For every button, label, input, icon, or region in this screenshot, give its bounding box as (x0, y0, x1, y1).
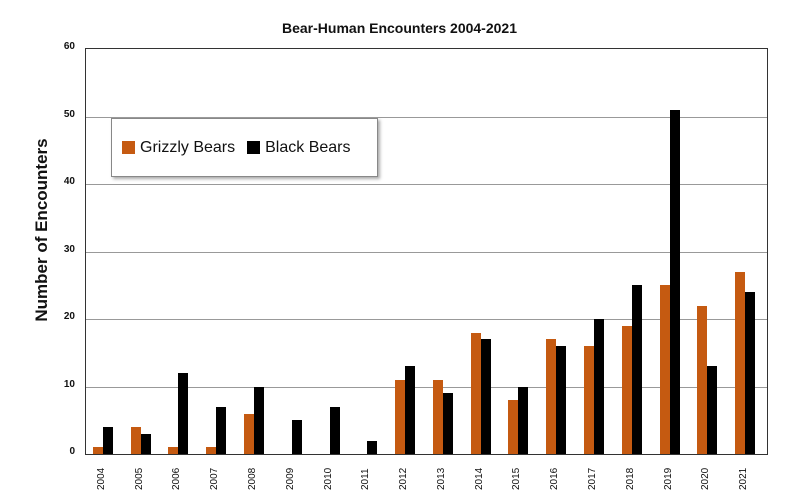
legend-label-black: Black Bears (265, 138, 351, 156)
gridline (86, 116, 767, 118)
bar-black-2009 (291, 420, 302, 454)
chart-title: Bear-Human Encounters 2004-2021 (282, 20, 517, 36)
gridline (86, 251, 767, 253)
gridline (86, 319, 767, 320)
bar-grizzly-2014 (470, 332, 481, 454)
grizzly-swatch (122, 141, 135, 154)
x-tick-label: 2007 (209, 467, 221, 490)
bar-grizzly-2021 (735, 271, 746, 454)
bar-grizzly-2013 (432, 379, 443, 454)
x-tick-label: 2019 (662, 467, 674, 490)
x-tick-label: 2014 (473, 467, 485, 490)
bar-grizzly-2008 (244, 413, 254, 454)
bar-grizzly-2017 (584, 346, 594, 454)
bar-grizzly-2007 (206, 447, 217, 454)
gridline (86, 386, 767, 388)
bar-grizzly-2015 (508, 400, 519, 454)
bar-black-2010 (329, 406, 340, 454)
bar-black-2016 (556, 346, 567, 454)
x-tick-label: 2018 (624, 467, 636, 490)
x-tick-label: 2012 (398, 467, 410, 490)
bar-black-2017 (594, 319, 604, 454)
black-swatch (247, 141, 261, 154)
x-tick-label: 2008 (247, 467, 258, 490)
x-tick-label: 2017 (587, 467, 598, 490)
y-tick-label: 30 (63, 243, 75, 255)
x-tick-label: 2009 (284, 467, 296, 490)
x-tick-label: 2016 (549, 467, 561, 490)
x-tick-label: 2006 (171, 467, 183, 490)
bar-grizzly-2019 (659, 285, 670, 454)
bar-black-2018 (631, 285, 642, 454)
bar-black-2007 (216, 406, 227, 454)
bar-grizzly-2006 (168, 447, 179, 454)
legend-item-black: Black Bears (247, 138, 351, 157)
bar-grizzly-2018 (621, 325, 632, 454)
bar-black-2014 (480, 339, 491, 454)
bar-black-2006 (178, 373, 189, 454)
x-tick-label: 2021 (738, 467, 750, 490)
bar-grizzly-2004 (92, 447, 103, 454)
bar-black-2004 (102, 427, 113, 454)
bar-black-2015 (518, 386, 529, 454)
x-tick-label: 2004 (95, 467, 107, 490)
bar-black-2021 (745, 292, 756, 454)
y-tick-label: 50 (63, 108, 75, 120)
bar-black-2012 (405, 366, 416, 454)
gridline (86, 184, 767, 185)
x-tick-label: 2005 (133, 467, 145, 490)
y-tick-label: 0 (69, 446, 75, 457)
x-tick-label: 2020 (700, 467, 712, 490)
bar-grizzly-2012 (395, 379, 406, 454)
bar-black-2020 (707, 366, 718, 454)
bar-black-2008 (254, 386, 264, 454)
bar-grizzly-2016 (546, 339, 557, 454)
x-tick-label: 2010 (322, 467, 334, 490)
legend-item-grizzly: Grizzly Bears (122, 139, 235, 157)
bar-black-2013 (442, 393, 453, 454)
plot-area (85, 48, 768, 455)
bar-grizzly-2005 (130, 427, 141, 454)
bar-black-2011 (367, 440, 378, 454)
y-tick-label: 40 (63, 176, 75, 187)
legend-label-grizzly: Grizzly Bears (140, 138, 236, 156)
bar-black-2019 (669, 109, 680, 454)
y-tick-label: 20 (63, 311, 75, 322)
bar-grizzly-2020 (697, 305, 708, 454)
y-tick-label: 60 (63, 41, 75, 52)
y-tick-label: 10 (63, 378, 75, 390)
x-tick-label: 2011 (360, 468, 372, 490)
x-tick-label: 2015 (511, 467, 523, 490)
bar-black-2005 (140, 433, 151, 454)
x-tick-label: 2013 (435, 467, 447, 490)
legend: Grizzly Bears Black Bears (111, 118, 378, 177)
